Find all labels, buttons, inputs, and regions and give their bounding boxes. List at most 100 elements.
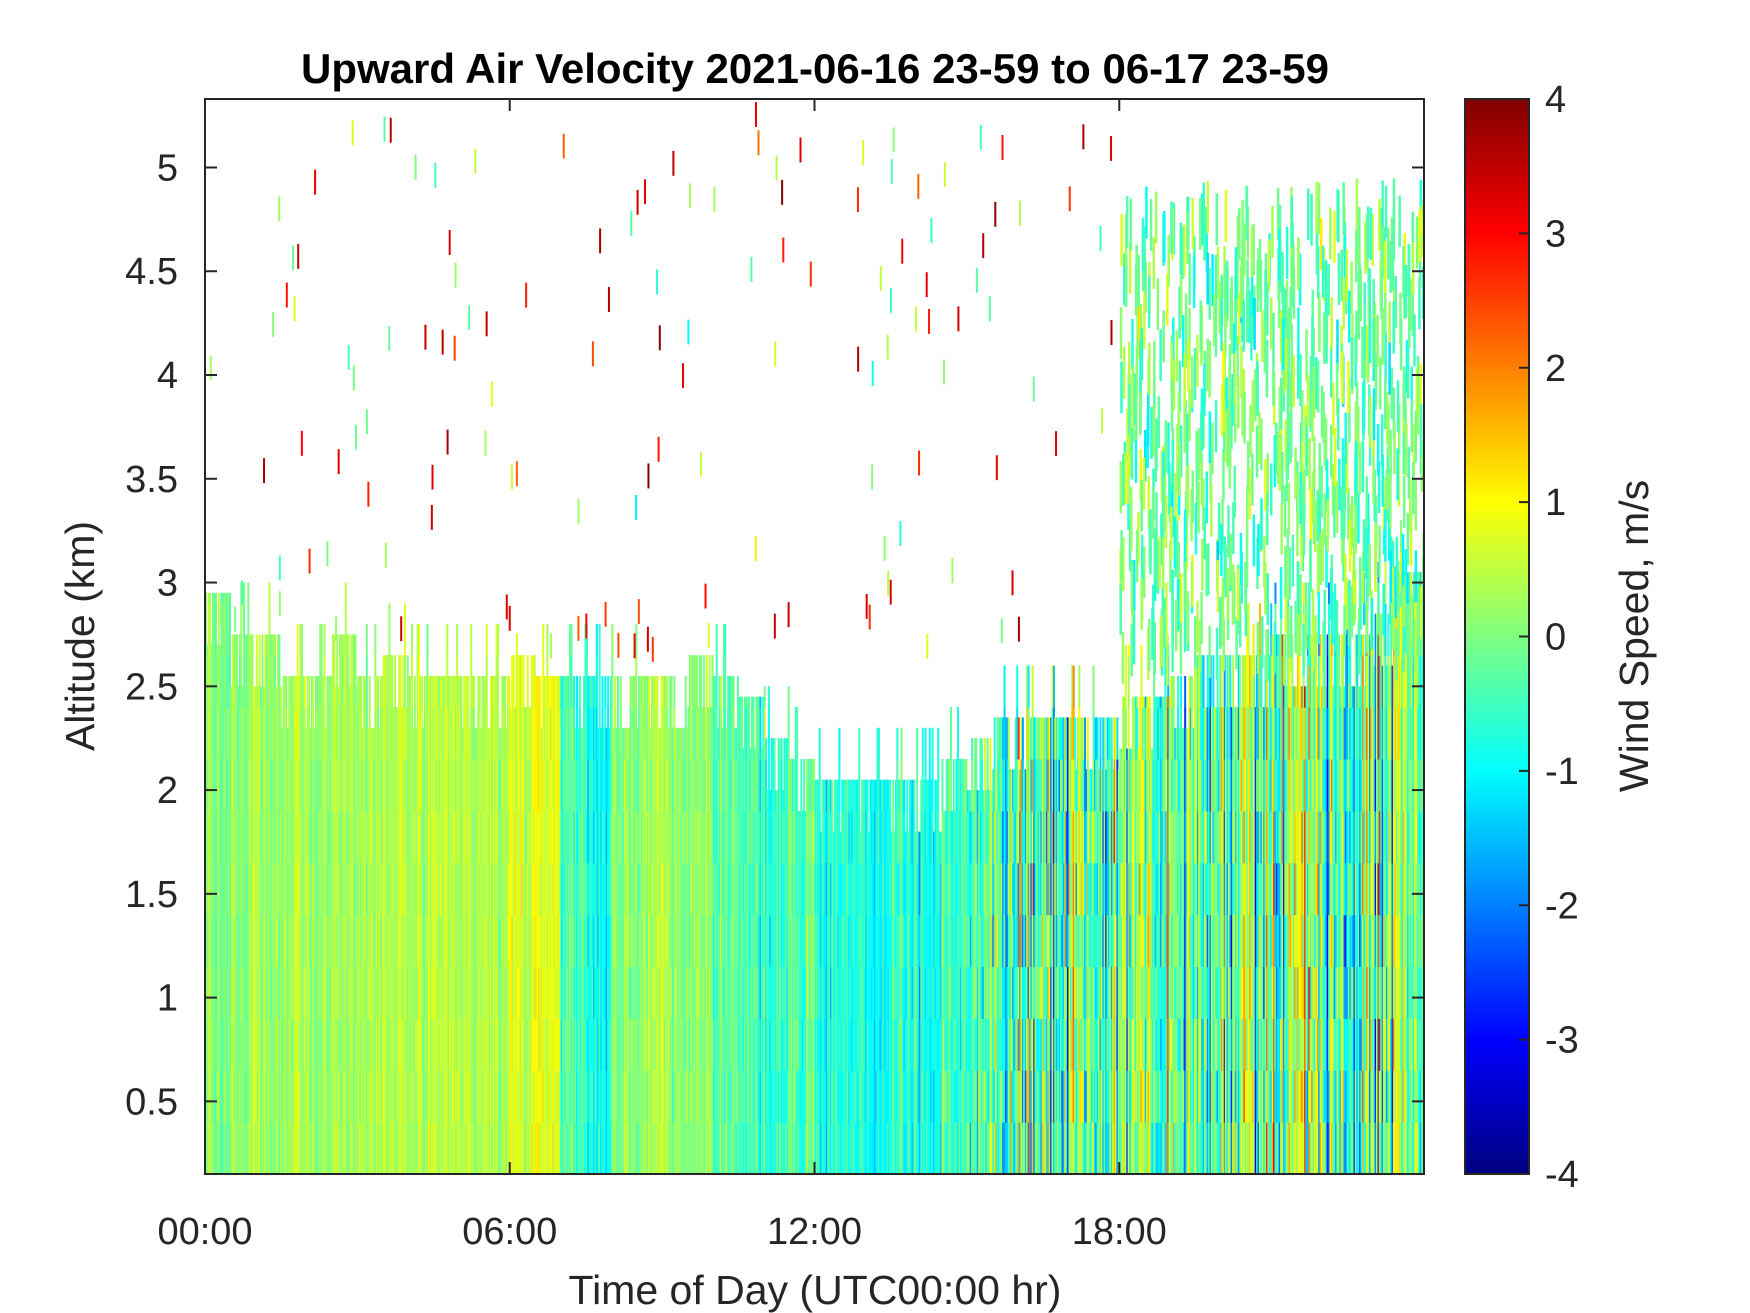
heatmap-cell [327,707,330,760]
heatmap-cell [477,707,480,760]
heatmap-cell [367,914,370,968]
heatmap-cell [451,1018,454,1071]
heatmap-cell [557,1070,560,1123]
heatmap-cell [851,862,854,916]
heatmap-cell [707,966,710,1019]
heatmap-cell [330,914,333,968]
heatmap-cell [497,914,500,968]
heatmap-cell [842,779,845,812]
heatmap-cell [248,1122,251,1174]
heatmap-cell [243,603,246,656]
heatmap-cell [542,810,545,864]
heatmap-cell [608,862,611,916]
heatmap-cell [395,1018,398,1071]
heatmap-cell [460,1070,463,1123]
heatmap-cell [866,1070,869,1123]
heatmap-cell [542,914,545,968]
heatmap-cell [745,1122,748,1174]
heatmap-cell [553,1018,556,1071]
heatmap-cell [638,758,641,812]
heatmap-cell [399,810,402,864]
heatmap-cell [552,810,555,864]
heatmap-cell [485,966,488,1019]
heatmap-cell [521,914,524,968]
heatmap-cell [292,862,295,916]
heatmap-cell [650,1070,653,1123]
heatmap-cell [893,914,896,968]
heatmap-cell [258,1070,261,1123]
heatmap-cell [547,707,550,760]
heatmap-cell [463,810,466,864]
heatmap-cell [584,862,587,916]
heatmap-cell [824,1070,827,1123]
heatmap-cell [453,707,456,760]
heatmap-cell [504,758,507,812]
heatmap-cell [755,1018,758,1071]
heatmap-cell [831,1018,834,1071]
heatmap-cell [536,707,539,760]
heatmap-cell [418,1070,421,1123]
heatmap-cell [475,1018,478,1071]
heatmap-cell [357,758,360,812]
heatmap-cell [780,758,783,812]
heatmap-cell [581,914,584,968]
heatmap-cell [598,810,601,864]
heatmap-cell [276,914,279,968]
heatmap-cell [245,810,248,864]
heatmap-cell [731,707,734,760]
heatmap-cell [207,603,210,656]
heatmap-cell [539,914,542,968]
heatmap-cell [547,1070,550,1123]
heatmap-cell [375,1122,378,1174]
heatmap-cell [848,1070,851,1123]
heatmap-cell [659,862,662,916]
heatmap-cell [370,862,373,916]
heatmap-cell [782,790,785,812]
heatmap-cell [252,1070,255,1123]
heatmap-cell [432,966,435,1019]
heatmap-cell [379,966,382,1019]
heatmap-cell [900,727,903,760]
heatmap-cell [811,862,814,916]
heatmap-cell [904,966,907,1019]
heatmap-cell [269,758,272,812]
heatmap-cell [616,758,619,812]
heatmap-cell [378,862,381,916]
heatmap-cell [475,727,478,760]
heatmap-cell [492,810,495,864]
heatmap-cell [490,1018,493,1071]
heatmap-cell [444,1122,447,1174]
heatmap-cell [271,1018,274,1071]
heatmap-cell [391,655,394,708]
heatmap-cell [251,966,254,1019]
heatmap-cell [875,966,878,1019]
heatmap-cell [557,1122,560,1174]
heatmap-cell [732,1122,735,1174]
heatmap-cell [506,810,509,864]
heatmap-cell [916,862,919,916]
heatmap-cell [602,758,605,812]
heatmap-cell [573,1018,576,1071]
heatmap-cell [632,1122,635,1174]
heatmap-cell [224,966,227,1019]
heatmap-cell [880,1070,883,1123]
heatmap-cell [928,1070,931,1123]
heatmap-cell [832,862,835,916]
heatmap-cell [512,1070,515,1123]
heatmap-cell [563,707,566,760]
heatmap-cell [587,675,590,708]
heatmap-cell [323,624,326,656]
heatmap-cell [354,707,357,760]
heatmap-cell [528,1070,531,1123]
heatmap-cell [619,758,622,812]
heatmap-cell [618,1018,621,1071]
heatmap-cell [749,862,752,916]
heatmap-cell [645,675,648,708]
heatmap-cell [504,862,507,916]
heatmap-cell [597,1070,600,1123]
heatmap-cell [220,810,223,864]
heatmap-cell [473,810,476,864]
heatmap-cell [832,1070,835,1123]
heatmap-cell [223,1122,226,1174]
heatmap-cell [444,675,447,708]
